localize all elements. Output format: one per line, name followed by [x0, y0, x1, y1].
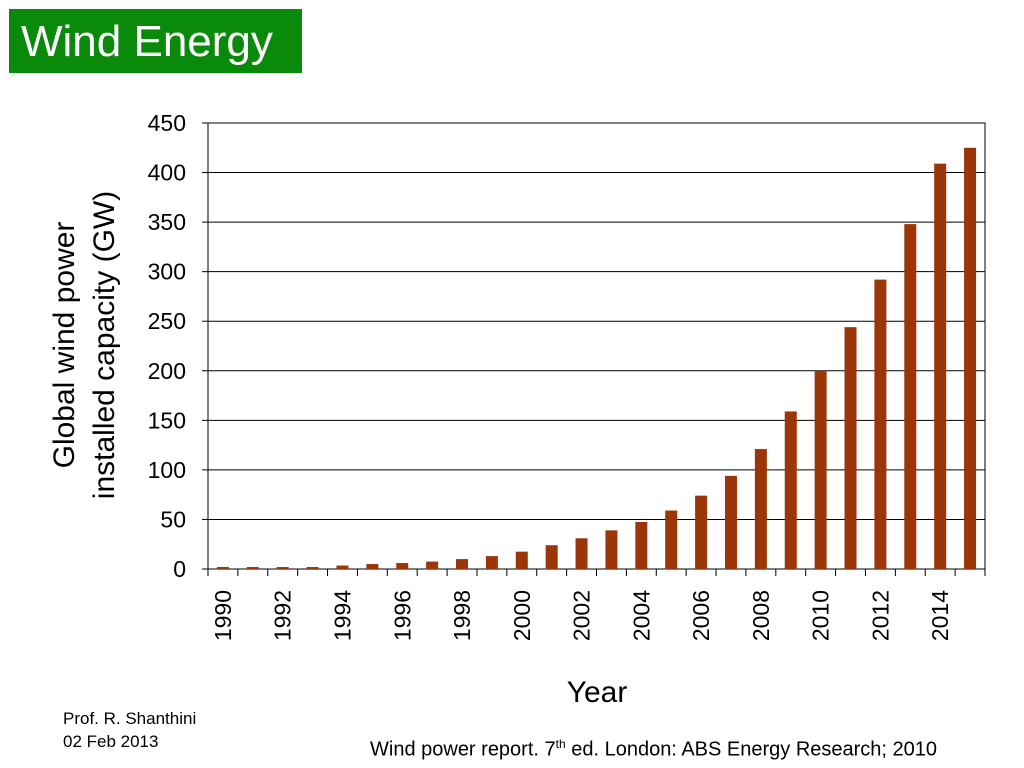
bar: [545, 545, 558, 569]
bar: [605, 530, 618, 569]
x-tick-label: 2004: [628, 590, 654, 641]
author-name: Prof. R. Shanthini: [63, 709, 197, 728]
x-tick-label: 2014: [927, 590, 953, 641]
y-tick-label: 200: [148, 358, 186, 384]
bar: [665, 510, 678, 569]
x-tick-label: 1990: [210, 590, 236, 641]
x-axis-title: Year: [567, 676, 628, 709]
y-tick-label: 300: [148, 259, 186, 285]
citation: Wind power report. 7th ed. London: ABS E…: [370, 737, 937, 762]
x-tick-label: 2002: [569, 590, 595, 641]
bar: [964, 147, 977, 569]
x-tick-label: 1992: [270, 590, 296, 641]
y-tick-label: 100: [148, 457, 186, 483]
x-tick-label: 1998: [449, 590, 475, 641]
citation-prefix: Wind power report. 7: [370, 738, 556, 761]
citation-suffix: ed. London: ABS Energy Research; 2010: [565, 738, 938, 761]
bar: [426, 561, 439, 569]
bar: [336, 565, 349, 569]
y-tick-label: 400: [148, 160, 186, 186]
x-tick-label: 2000: [509, 590, 535, 641]
bar: [485, 556, 498, 569]
slide-title: Wind Energy: [21, 17, 273, 66]
x-tick-label: 1996: [389, 590, 415, 641]
bar: [874, 279, 887, 569]
x-tick-label: 2012: [867, 590, 893, 641]
bar: [396, 563, 409, 569]
bar: [246, 567, 259, 569]
bar: [814, 370, 827, 569]
bar: [754, 449, 767, 569]
author-block: Prof. R. Shanthini 02 Feb 2013: [63, 707, 196, 753]
bar: [366, 564, 379, 569]
y-tick-label: 250: [148, 308, 186, 334]
bar: [575, 538, 588, 569]
y-tick-label: 150: [148, 407, 186, 433]
bar: [695, 495, 708, 569]
y-axis-title-line1: Global wind power: [48, 222, 81, 469]
y-axis-title-line2: installed capacity (GW): [88, 191, 121, 499]
bar: [904, 224, 917, 570]
bar: [934, 163, 947, 569]
y-tick-label: 0: [173, 556, 186, 582]
plot-frame: [207, 122, 986, 570]
y-tick-label: 350: [148, 209, 186, 235]
bar: [515, 551, 528, 569]
title-banner: Wind Energy: [9, 9, 302, 73]
bar: [216, 567, 229, 569]
y-tick-label: 450: [148, 110, 186, 136]
x-tick-label: 2006: [688, 590, 714, 641]
y-tick-label: 50: [160, 506, 186, 532]
x-tick-label: 2010: [808, 590, 834, 641]
bar: [844, 327, 857, 569]
bar: [276, 567, 289, 569]
bar: [456, 559, 469, 569]
x-tick-label: 2008: [748, 590, 774, 641]
bar: [724, 475, 737, 569]
citation-superscript: th: [555, 737, 566, 751]
author-date: 02 Feb 2013: [63, 732, 159, 751]
bar: [784, 411, 797, 569]
bar: [306, 567, 319, 569]
x-tick-label: 1994: [329, 590, 355, 641]
bar: [635, 521, 648, 569]
